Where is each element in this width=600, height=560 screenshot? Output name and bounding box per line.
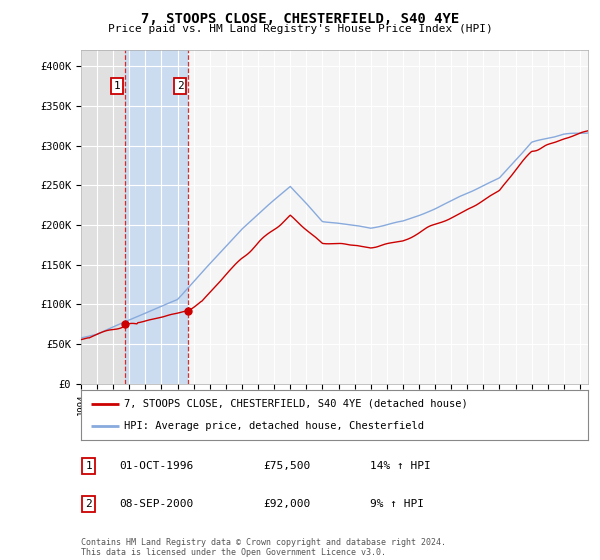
Text: 2: 2	[177, 81, 184, 91]
Text: Price paid vs. HM Land Registry's House Price Index (HPI): Price paid vs. HM Land Registry's House …	[107, 24, 493, 34]
Text: HPI: Average price, detached house, Chesterfield: HPI: Average price, detached house, Ches…	[124, 421, 424, 431]
Text: 14% ↑ HPI: 14% ↑ HPI	[370, 461, 431, 472]
Text: £75,500: £75,500	[263, 461, 311, 472]
Text: 1: 1	[85, 461, 92, 472]
Text: 1: 1	[114, 81, 121, 91]
Text: 2: 2	[85, 499, 92, 509]
Text: 7, STOOPS CLOSE, CHESTERFIELD, S40 4YE: 7, STOOPS CLOSE, CHESTERFIELD, S40 4YE	[141, 12, 459, 26]
Text: 08-SEP-2000: 08-SEP-2000	[119, 499, 193, 509]
Bar	[125, 50, 188, 384]
Text: Contains HM Land Registry data © Crown copyright and database right 2024.
This d: Contains HM Land Registry data © Crown c…	[81, 538, 446, 557]
Text: £92,000: £92,000	[263, 499, 311, 509]
Text: 01-OCT-1996: 01-OCT-1996	[119, 461, 193, 472]
Bar	[81, 50, 125, 384]
Text: 9% ↑ HPI: 9% ↑ HPI	[370, 499, 424, 509]
Text: 7, STOOPS CLOSE, CHESTERFIELD, S40 4YE (detached house): 7, STOOPS CLOSE, CHESTERFIELD, S40 4YE (…	[124, 399, 468, 409]
